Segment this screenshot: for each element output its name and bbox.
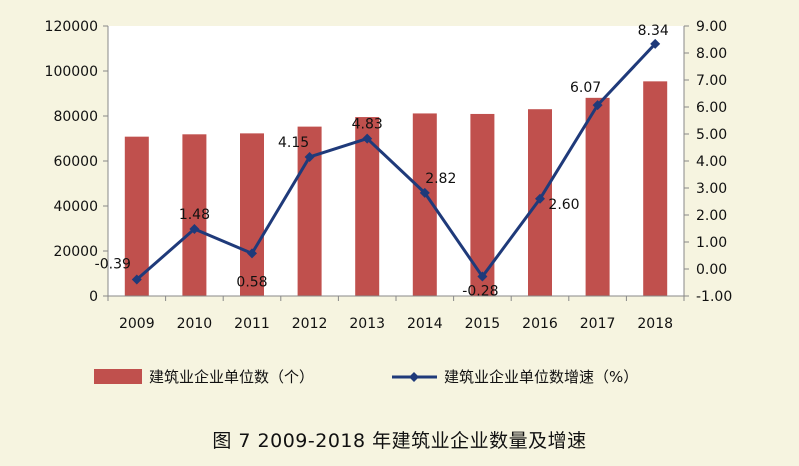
combo-chart: 0 20000 40000 60000 80000 100000 120000 -1.00 0.… <box>45 19 733 386</box>
figure-caption: 图 7 2009-2018 年建筑业企业数量及增速 <box>212 430 587 452</box>
y-right-tick-label: -1.00 <box>696 289 732 305</box>
x-tick-label: 2016 <box>522 316 558 332</box>
growth-point-2010 <box>189 224 200 235</box>
growth-data-label: 8.34 <box>638 23 669 39</box>
growth-data-label: 0.58 <box>236 274 267 290</box>
bar-2010 <box>182 134 207 296</box>
growth-point-2016 <box>535 193 545 204</box>
growth-point-2013 <box>362 133 373 144</box>
growth-data-label: -0.28 <box>462 284 498 300</box>
x-tick-label: 2012 <box>292 316 328 332</box>
y-right-tick-label: 2.00 <box>696 208 727 224</box>
growth-data-label: -0.39 <box>95 257 131 273</box>
y-left-tick-label: 60000 <box>53 154 98 170</box>
growth-point-2018 <box>650 38 661 49</box>
y-right-tick-label: 1.00 <box>696 235 727 251</box>
y-right-tick-label: 7.00 <box>696 73 727 89</box>
growth-data-label: 4.83 <box>352 117 383 133</box>
bar-2015 <box>470 113 495 296</box>
y-left-tick-label: 0 <box>89 289 98 305</box>
x-tick-label: 2011 <box>234 316 270 332</box>
growth-point-2012 <box>304 151 315 162</box>
y-right-tick-label: 9.00 <box>696 19 727 35</box>
growth-data-label: 2.82 <box>425 171 456 187</box>
growth-point-2017 <box>592 100 603 111</box>
growth-data-label: 6.07 <box>570 80 601 96</box>
growth-line <box>135 42 657 281</box>
y-left-tick-label: 40000 <box>53 199 98 215</box>
y-left-tick-label: 120000 <box>45 19 98 35</box>
y-right-tick-label: 6.00 <box>696 100 727 116</box>
x-tick-label: 2015 <box>465 316 501 332</box>
x-tick-label: 2017 <box>580 316 616 332</box>
growth-point-2015 <box>477 271 488 282</box>
growth-point-2009 <box>131 274 142 285</box>
bar-2011 <box>240 133 264 296</box>
y-left-tick-label: 100000 <box>45 64 98 80</box>
y-right-tick-label: 4.00 <box>696 154 727 170</box>
y-right-tick-label: 5.00 <box>696 127 727 143</box>
legend-label-line: 建筑业企业单位数增速（%） <box>444 368 638 386</box>
x-tick-label: 2018 <box>637 316 673 332</box>
x-tick-label: 2010 <box>177 316 213 332</box>
growth-point-2011 <box>247 248 257 259</box>
growth-data-label: 1.48 <box>179 207 210 223</box>
y-right-tick-label: 3.00 <box>696 181 727 197</box>
x-tick-label: 2014 <box>407 316 443 332</box>
growth-data-label: 4.15 <box>278 135 309 151</box>
growth-point-2014 <box>419 187 430 198</box>
y-right-tick-label: 8.00 <box>696 46 727 62</box>
y-left-tick-label: 20000 <box>53 244 98 260</box>
bar-2013 <box>355 117 380 296</box>
y-left-tick-label: 80000 <box>53 109 98 125</box>
bar-2017 <box>585 97 610 297</box>
legend-label-bars: 建筑业企业单位数（个） <box>149 368 314 386</box>
legend-swatch-bars <box>94 369 142 384</box>
bar-2009 <box>124 136 149 296</box>
y-right-tick-label: 0.00 <box>696 262 727 278</box>
legend-swatch-marker <box>409 372 419 382</box>
growth-data-label: 2.60 <box>548 197 579 213</box>
x-tick-label: 2013 <box>349 316 385 332</box>
bar-2018 <box>643 81 668 296</box>
x-tick-label: 2009 <box>119 316 155 332</box>
